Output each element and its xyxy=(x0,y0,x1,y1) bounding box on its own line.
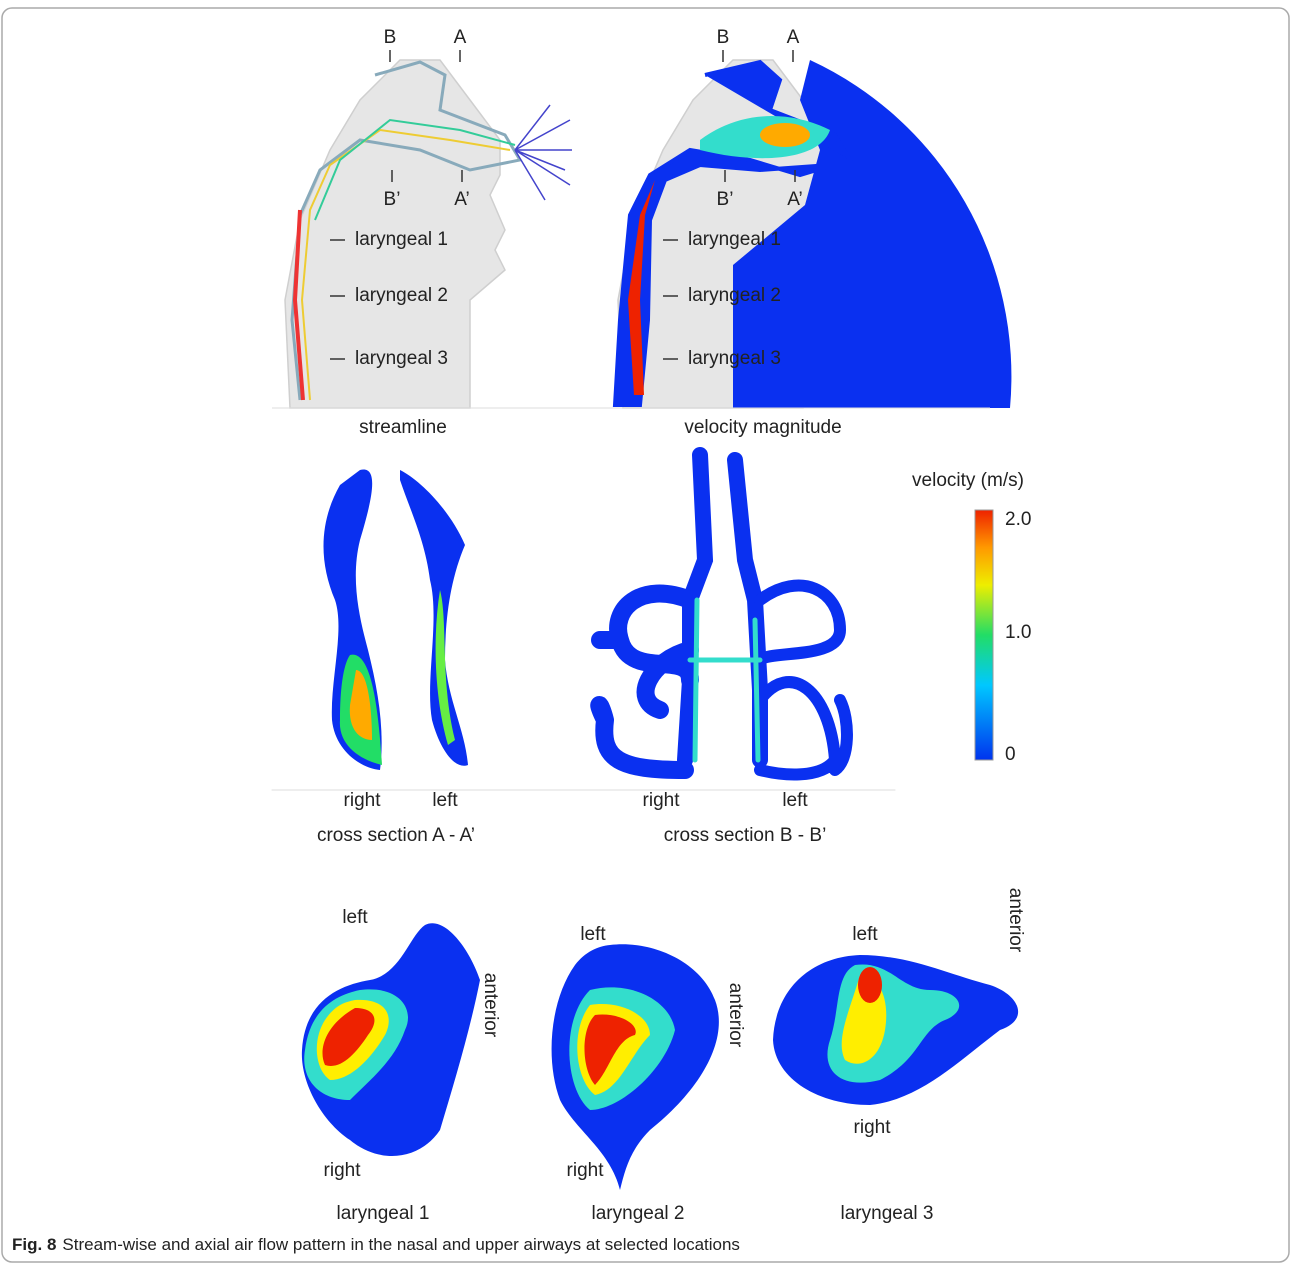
label: streamline xyxy=(359,417,447,438)
label: right xyxy=(643,790,681,811)
label: right xyxy=(344,790,382,811)
colorbar xyxy=(974,509,994,761)
section-field xyxy=(754,579,853,781)
section-field xyxy=(590,584,699,779)
label: velocity (m/s) xyxy=(912,470,1024,491)
label: A xyxy=(454,27,467,48)
label: A xyxy=(787,27,800,48)
label: anterior xyxy=(480,973,501,1038)
label: B’ xyxy=(717,189,734,210)
label: laryngeal 2 xyxy=(592,1203,685,1224)
far-field xyxy=(733,60,1012,408)
section-field xyxy=(858,967,882,1003)
streamlines xyxy=(514,104,572,201)
cross-section-a xyxy=(323,469,468,770)
label: laryngeal 3 xyxy=(841,1203,934,1224)
label: left xyxy=(782,790,808,811)
laryngeal-2 xyxy=(551,944,719,1190)
label: B xyxy=(717,27,730,48)
label: 2.0 xyxy=(1005,509,1031,530)
label: right xyxy=(324,1160,362,1181)
label: laryngeal 1 xyxy=(337,1203,430,1224)
section-field xyxy=(584,1014,636,1085)
label: right xyxy=(567,1160,605,1181)
section-field xyxy=(435,590,455,745)
laryngeal-3 xyxy=(773,955,1019,1105)
airway-field xyxy=(628,180,655,395)
head-silhouette xyxy=(284,59,506,409)
label: anterior xyxy=(1005,888,1026,953)
caption-text: Stream-wise and axial air flow pattern i… xyxy=(62,1235,740,1254)
label: left xyxy=(342,907,368,928)
airway-field xyxy=(760,123,810,147)
labels: B B’ A A’ laryngeal 1 laryngeal 2 laryngeal 3 s… xyxy=(317,27,1031,1224)
label: B xyxy=(384,27,397,48)
label: velocity magnitude xyxy=(684,417,841,438)
caption-label: Fig. 8 xyxy=(12,1235,56,1254)
label: laryngeal 1 xyxy=(355,229,448,250)
section-field xyxy=(349,670,372,740)
label: B’ xyxy=(384,189,401,210)
label: A’ xyxy=(787,189,802,210)
label: right xyxy=(854,1117,892,1138)
cross-section-b xyxy=(271,447,896,791)
label: 0 xyxy=(1005,744,1016,765)
velocity-panel xyxy=(612,59,1012,409)
label: 1.0 xyxy=(1005,622,1031,643)
label: cross section B - B’ xyxy=(664,825,827,846)
frame xyxy=(1,7,1290,1263)
label: cross section A - A’ xyxy=(317,825,475,846)
section-field xyxy=(322,1008,375,1066)
label: laryngeal 3 xyxy=(688,348,781,369)
label: A’ xyxy=(454,189,469,210)
label: laryngeal 2 xyxy=(355,285,448,306)
section-field xyxy=(400,470,468,766)
streamlines xyxy=(300,128,511,401)
streamlines xyxy=(292,209,305,401)
streamlines xyxy=(314,118,516,221)
streamline-panel xyxy=(272,59,640,409)
label: laryngeal 2 xyxy=(688,285,781,306)
label: left xyxy=(580,924,606,945)
section-field xyxy=(687,597,763,763)
caption: Fig. 8 Stream-wise and axial air flow pat… xyxy=(12,1235,740,1254)
label: anterior xyxy=(725,983,746,1048)
colorbar-scale xyxy=(974,509,994,761)
label: left xyxy=(432,790,458,811)
label: left xyxy=(852,924,878,945)
label: laryngeal 3 xyxy=(355,348,448,369)
laryngeal-1 xyxy=(301,923,480,1157)
label: laryngeal 1 xyxy=(688,229,781,250)
